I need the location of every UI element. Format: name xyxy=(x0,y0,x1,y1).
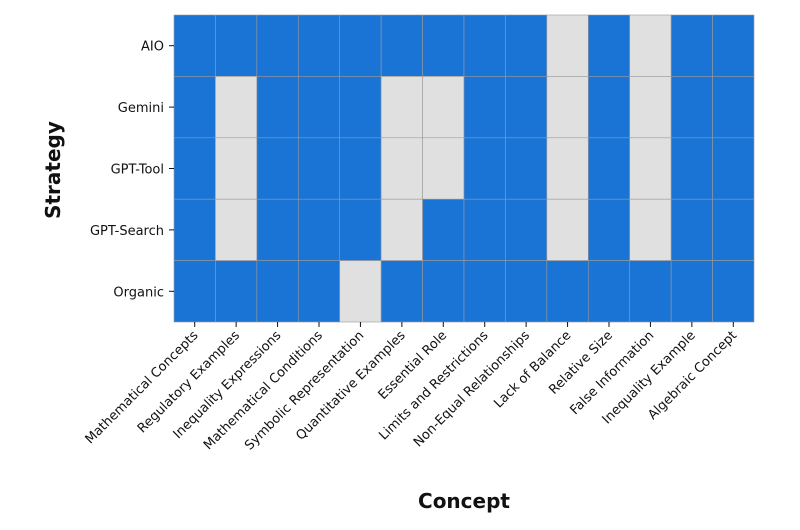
heatmap-cell xyxy=(173,198,216,261)
heatmap-cell xyxy=(297,76,341,139)
heatmap-cell xyxy=(629,137,672,200)
heatmap-cell xyxy=(173,14,216,77)
heatmap-cell xyxy=(173,76,216,139)
heatmap-cell xyxy=(629,198,672,261)
x-axis-title: Concept xyxy=(418,489,510,513)
heatmap-cell xyxy=(380,76,423,139)
heatmap-cell xyxy=(546,137,589,200)
heatmap-cell xyxy=(587,198,631,261)
heatmap-cell xyxy=(215,260,258,323)
heatmap-cell xyxy=(339,198,382,261)
heatmap-cell xyxy=(339,137,382,200)
heatmap-cell xyxy=(629,260,672,323)
heatmap-cell xyxy=(463,14,506,77)
heatmap-cell xyxy=(587,14,631,77)
heatmap-cell xyxy=(629,14,672,77)
heatmap-cell xyxy=(629,76,672,139)
heatmap-cell xyxy=(546,198,589,261)
heatmap-cell xyxy=(463,76,506,139)
heatmap-cell xyxy=(215,14,258,77)
x-tick-label: Lack of Balance xyxy=(491,328,574,411)
heatmap-cell xyxy=(670,137,713,200)
heatmap-cell xyxy=(463,260,506,323)
heatmap-cell xyxy=(546,260,589,323)
heatmap-cell xyxy=(587,260,631,323)
heatmap-cell xyxy=(712,14,755,77)
heatmap-cell xyxy=(670,76,713,139)
y-tick-label: Gemini xyxy=(118,101,164,116)
heatmap-cell xyxy=(380,137,423,200)
heatmap-cell xyxy=(712,198,755,261)
heatmap-cell xyxy=(670,14,713,77)
heatmap-cell xyxy=(587,76,631,139)
heatmap-cell xyxy=(463,198,506,261)
heatmap-cell xyxy=(215,76,258,139)
heatmap-cell xyxy=(173,137,216,200)
heatmap-cell xyxy=(422,260,465,323)
y-tick-label: Organic xyxy=(113,285,164,300)
heatmap-cell xyxy=(380,260,423,323)
heatmap-cell xyxy=(463,137,506,200)
y-tick-label: GPT-Tool xyxy=(111,163,164,178)
heatmap-cell xyxy=(670,198,713,261)
heatmap-cell xyxy=(546,76,589,139)
y-axis-title: Strategy xyxy=(41,121,65,219)
heatmap-cell xyxy=(256,260,299,323)
heatmap-cell xyxy=(256,14,299,77)
heatmap-cell xyxy=(670,260,713,323)
heatmap-cell xyxy=(339,76,382,139)
heatmap-cell xyxy=(587,137,631,200)
heatmap-cell xyxy=(215,137,258,200)
heatmap-cell xyxy=(422,14,465,77)
heatmap-cell xyxy=(422,198,465,261)
heatmap-cell xyxy=(505,198,548,261)
heatmap-cell xyxy=(215,198,258,261)
heatmap-cell xyxy=(505,137,548,200)
heatmap-cell xyxy=(297,198,341,261)
heatmap-cell xyxy=(422,76,465,139)
heatmap-cell xyxy=(173,260,216,323)
heatmap-cell xyxy=(505,76,548,139)
heatmap-cell xyxy=(297,14,341,77)
heatmap-cell xyxy=(339,14,382,77)
y-tick-label: GPT-Search xyxy=(90,224,164,239)
heatmap-cell xyxy=(712,260,755,323)
heatmap-cell xyxy=(297,137,341,200)
heatmap-cell xyxy=(712,137,755,200)
heatmap-cell xyxy=(422,137,465,200)
heatmap-cell xyxy=(546,14,589,77)
heatmap-cell xyxy=(712,76,755,139)
heatmap-cell xyxy=(256,137,299,200)
heatmap-cell xyxy=(380,14,423,77)
heatmap-cell xyxy=(380,198,423,261)
y-tick-label: AIO xyxy=(141,40,164,55)
heatmap-cell xyxy=(297,260,341,323)
heatmap-cell xyxy=(505,260,548,323)
heatmap-cell xyxy=(339,260,382,323)
heatmap-cell xyxy=(256,198,299,261)
heatmap-cell xyxy=(505,14,548,77)
heatmap-cell xyxy=(256,76,299,139)
